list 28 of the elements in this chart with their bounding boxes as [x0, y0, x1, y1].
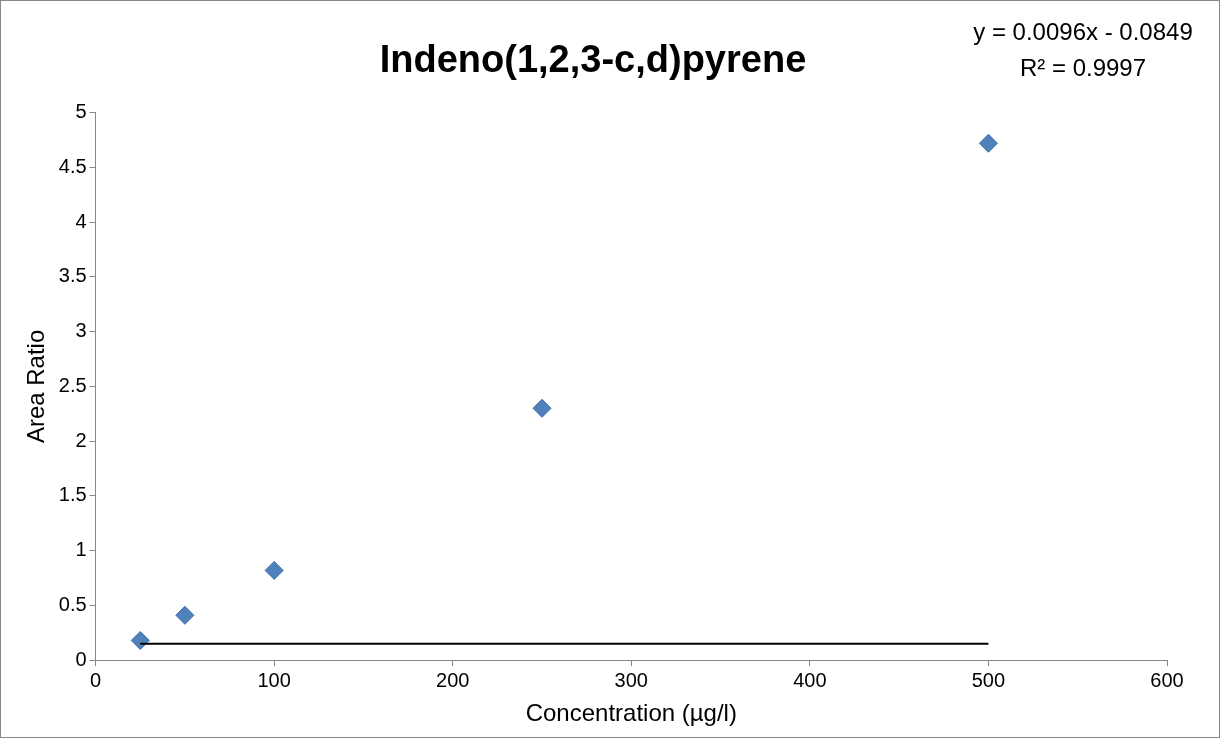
y-axis-title: Area Ratio	[22, 329, 50, 444]
x-tick-label: 300	[614, 668, 648, 691]
y-tick-label: 3	[75, 319, 87, 342]
point	[130, 630, 150, 650]
y-tick-label: 2	[75, 428, 87, 451]
x-tick-label: 100	[257, 668, 291, 691]
x-tick-label: 0	[90, 668, 102, 691]
chart-title: Indeno(1,2,3-c,d)pyrene	[379, 38, 807, 81]
text: y = 0.0096x - 0.0849	[973, 17, 1193, 45]
y-tick-label: 0	[75, 647, 87, 670]
x-tick-label: 200	[436, 668, 470, 691]
y-tick-label: 1.5	[58, 483, 87, 506]
y-tick-label: 3.5	[58, 264, 87, 287]
y-tick-label: 4	[75, 209, 87, 232]
text: R² = 0.9997	[1019, 53, 1147, 81]
point	[264, 560, 284, 580]
x-tick-label: 600	[1150, 668, 1184, 691]
x-tick-label: 500	[971, 668, 1006, 691]
y-tick-label: 4.5	[58, 154, 87, 177]
x-tick-label: 400	[793, 668, 827, 691]
y-tick-label: 5	[75, 100, 87, 123]
y-tick-label: 0.5	[58, 592, 87, 615]
y-tick-label: 2.5	[58, 373, 87, 396]
point	[532, 398, 552, 418]
x-axis-title: Concentration (µg/l)	[525, 699, 737, 727]
y-tick-label: 1	[75, 538, 87, 561]
point	[978, 133, 998, 153]
point	[175, 605, 195, 625]
